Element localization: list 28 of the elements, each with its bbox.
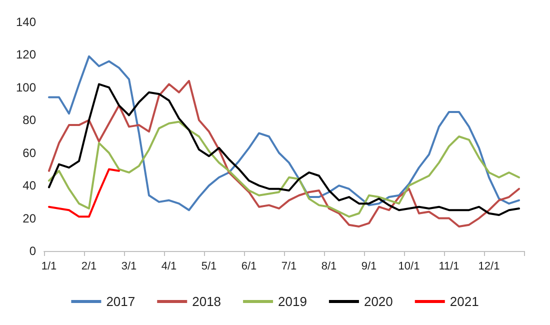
x-tick-label: 12/1	[478, 260, 500, 272]
x-tick-label: 8/1	[321, 260, 337, 272]
line-series	[48, 168, 120, 218]
y-tick-label: 0	[29, 244, 36, 258]
x-tick-label: 11/1	[438, 260, 460, 272]
y-tick-label: 80	[22, 113, 36, 128]
legend-label: 2018	[192, 294, 222, 309]
x-tick-label: 10/1	[398, 260, 420, 272]
x-tick-label: 6/1	[241, 260, 257, 272]
line-series	[48, 55, 520, 212]
x-tick-label: 1/1	[41, 260, 57, 272]
legend-label: 2019	[278, 294, 307, 309]
x-tick-label: 2/1	[81, 260, 97, 272]
legend-label: 2020	[364, 294, 393, 309]
y-tick-label: 20	[22, 211, 36, 226]
y-tick-label: 100	[16, 80, 36, 94]
x-tick-label: 9/1	[361, 260, 377, 272]
y-tick-label: 120	[16, 48, 36, 62]
x-tick-label: 4/1	[161, 260, 177, 272]
legend-label: 2017	[106, 294, 136, 309]
x-tick-label: 5/1	[201, 260, 217, 272]
y-tick-label: 140	[16, 15, 36, 29]
x-tick-label: 3/1	[121, 260, 137, 272]
y-tick-label: 60	[22, 146, 36, 160]
x-tick-label: 7/1	[281, 260, 297, 272]
line-series	[48, 120, 520, 218]
legend-label: 2021	[450, 294, 479, 309]
y-tick-label: 40	[22, 178, 36, 193]
